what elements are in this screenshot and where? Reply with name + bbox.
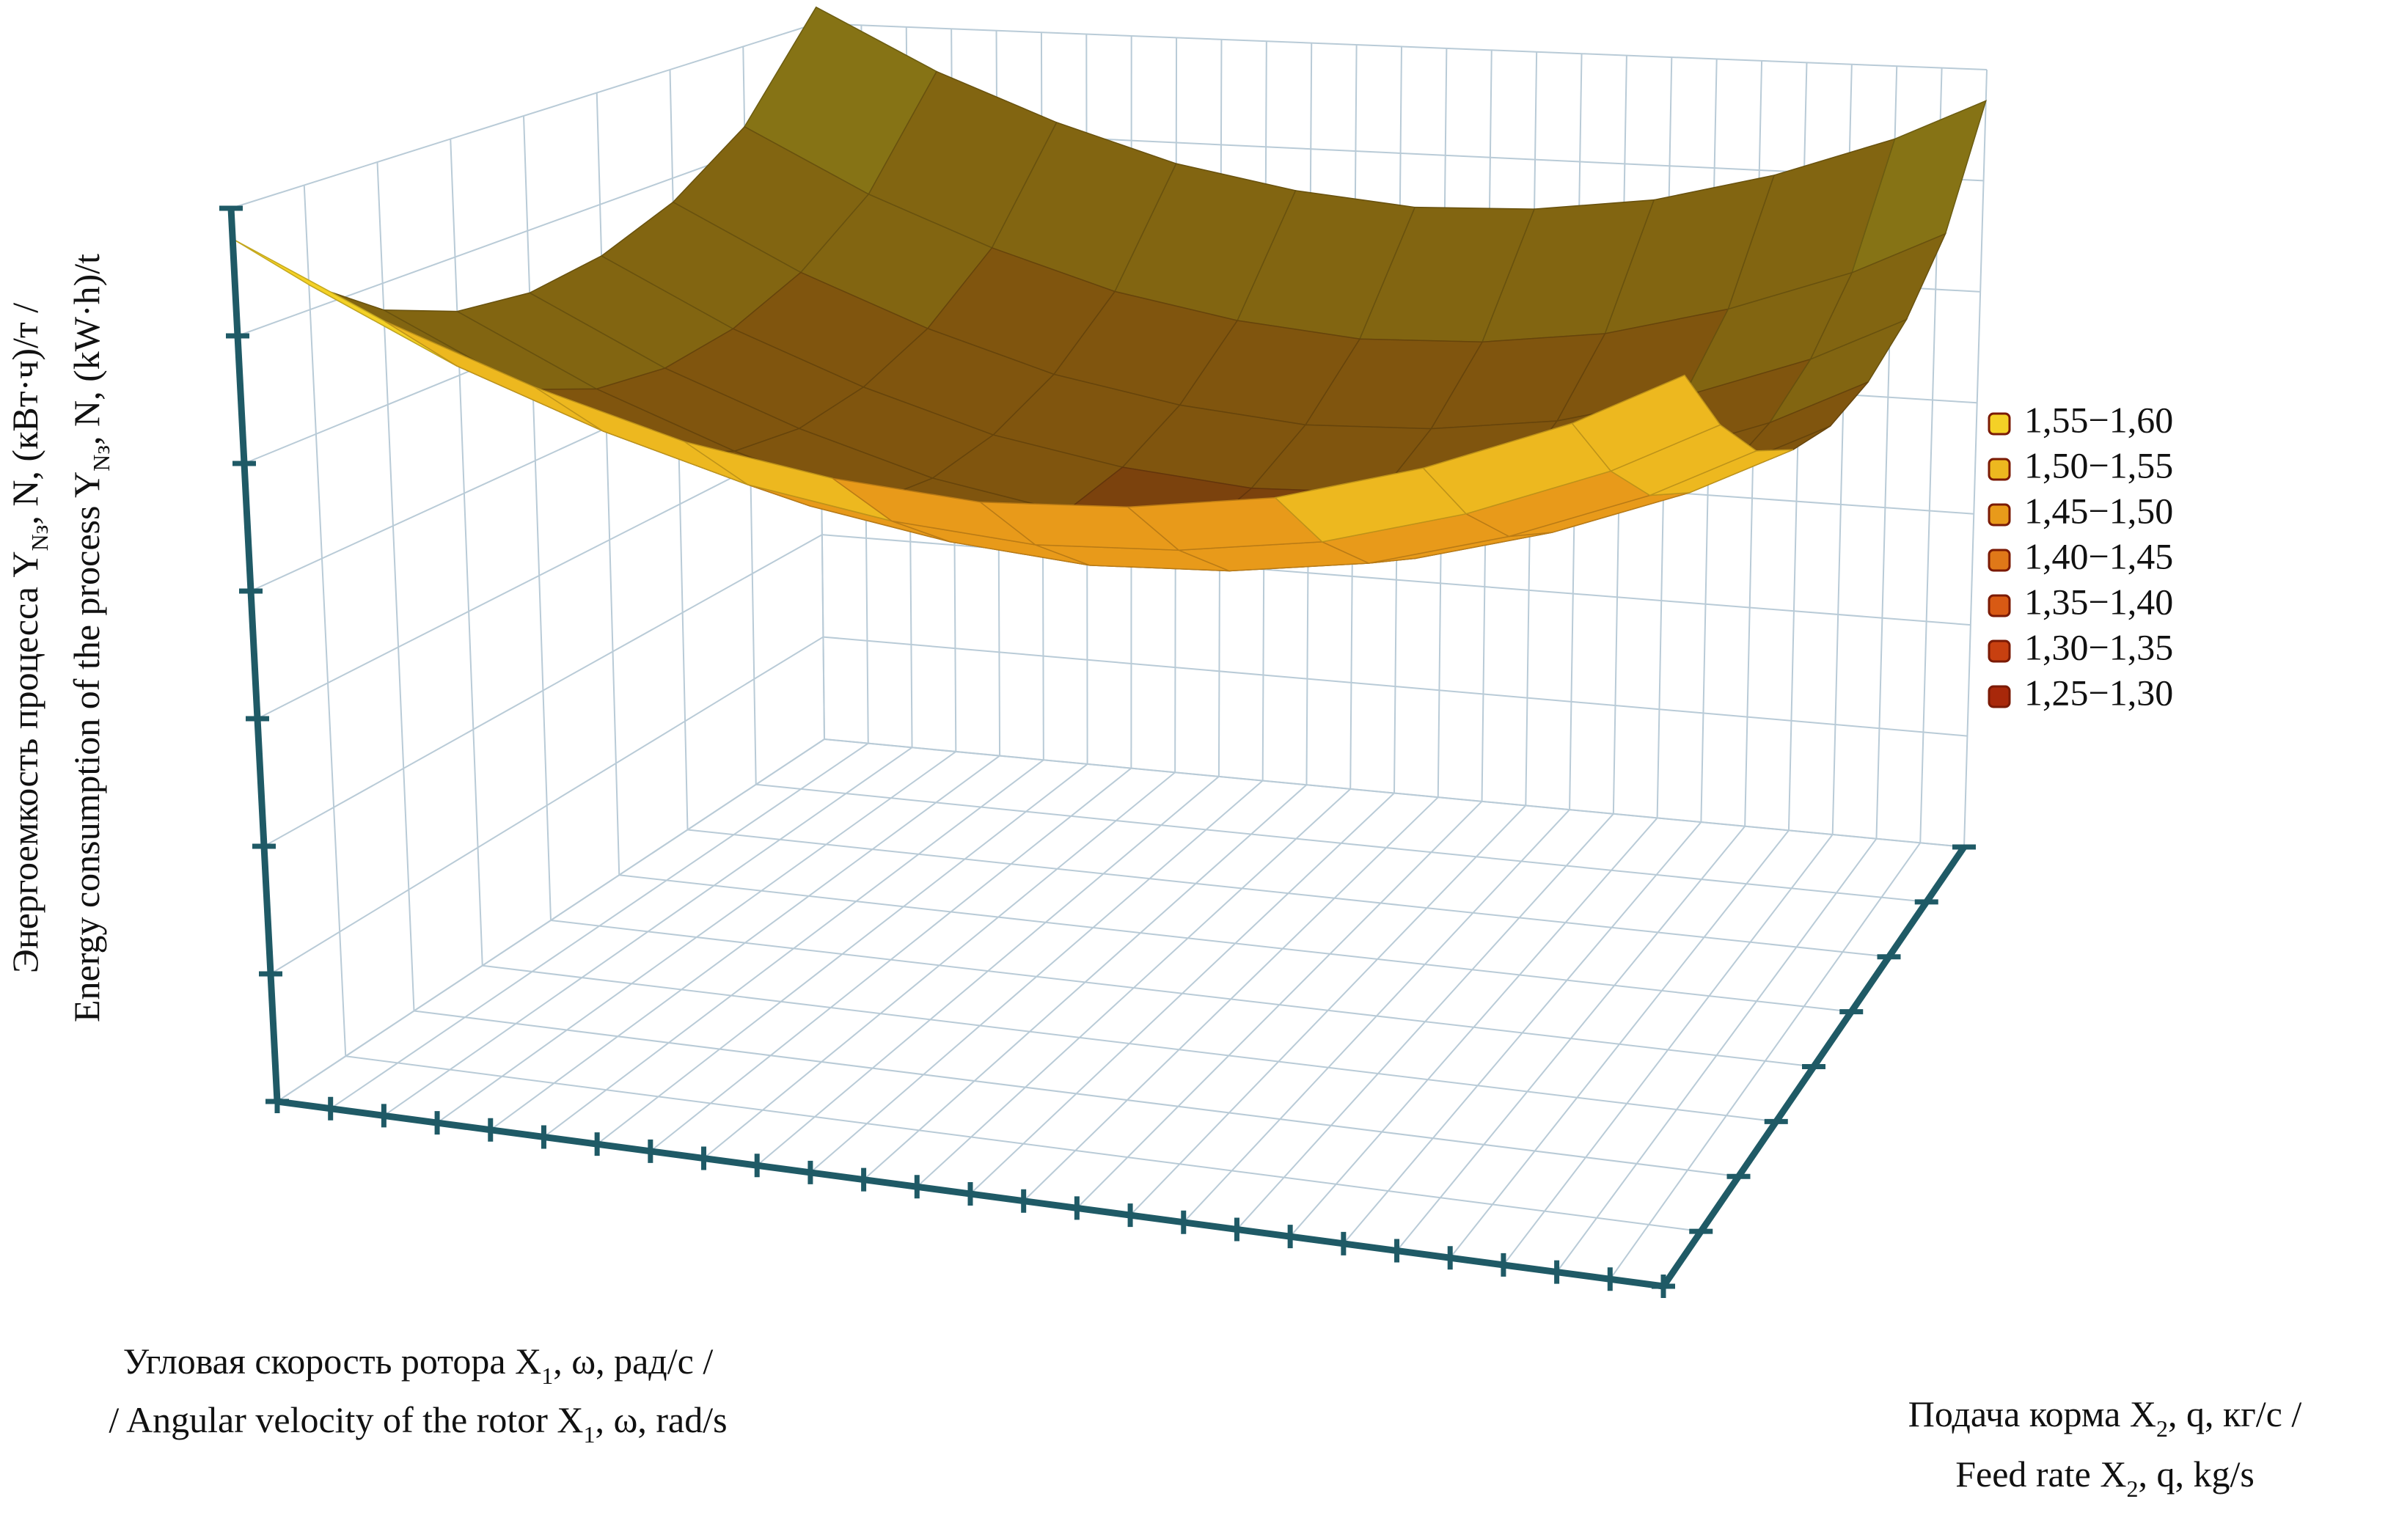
grid-line <box>482 964 1776 1123</box>
title-part: / Angular velocity of the rotor X <box>109 1399 583 1440</box>
grid-line <box>270 636 824 975</box>
legend-swatch <box>1988 594 2011 617</box>
title-part: , ω, rad/s <box>595 1399 727 1440</box>
grid-line <box>596 92 620 876</box>
grid-line <box>276 738 825 1102</box>
legend-label: 1,25−1,30 <box>2024 672 2173 713</box>
title-part: 1 <box>541 1363 553 1389</box>
title-part: Feed rate X <box>1955 1453 2126 1495</box>
y-axis-title: Feed rate X2, q, kg/s <box>1955 1453 2255 1502</box>
grid-line <box>345 1055 1702 1233</box>
legend-label: 1,50−1,55 <box>2024 444 2173 485</box>
grid-line <box>1963 69 1988 848</box>
x-axis-title: / Angular velocity of the rotor X1, ω, r… <box>109 1399 727 1448</box>
surface-cell <box>232 238 458 367</box>
legend-swatch <box>1988 458 2011 481</box>
grid-line <box>376 161 415 1011</box>
grid-line <box>450 139 483 966</box>
legend-label: 1,35−1,40 <box>2024 581 2173 622</box>
title-part: , N, (кВт·ч)/т / <box>4 303 45 525</box>
legend-swatch <box>1988 685 2011 708</box>
title-part: 1 <box>583 1421 595 1448</box>
labels: Угловая скорость ротора X1, ω, рад/с // … <box>4 254 2301 1502</box>
z-axis <box>227 208 281 1102</box>
grid-line <box>755 783 1927 903</box>
z-axis-title: Энергоемкость процесса YNз, N, (кВт·ч)/т… <box>4 303 53 973</box>
title-part: Nз <box>88 445 114 472</box>
grid-line <box>619 874 1852 1013</box>
grid-line <box>257 431 821 719</box>
legend-label: 1,30−1,35 <box>2024 626 2173 667</box>
grid-line <box>303 185 347 1057</box>
title-part: Угловая скорость ротора X <box>123 1341 541 1382</box>
legend-swatch <box>1988 412 2011 436</box>
title-part: , ω, рад/с / <box>553 1341 713 1382</box>
grid-line <box>823 636 1968 737</box>
surface-cell <box>1571 374 1721 472</box>
title-part: , N, (kW·h)/t <box>66 254 107 445</box>
legend-label: 1,40−1,45 <box>2024 535 2173 576</box>
title-part: Nз <box>26 525 53 551</box>
title-part: Подача корма X <box>1908 1393 2156 1434</box>
grid-line <box>263 534 823 847</box>
title-part: , q, kg/s <box>2138 1453 2254 1495</box>
x-axis-title: Угловая скорость ротора X1, ω, рад/с / <box>123 1341 714 1389</box>
grid-line <box>230 23 817 209</box>
grid-line <box>523 115 552 921</box>
title-part: 2 <box>2156 1415 2168 1442</box>
legend-label: 1,55−1,60 <box>2024 399 2173 440</box>
z-axis-title: Energy consumption of the process YNз, N… <box>66 254 114 1022</box>
legend-swatch <box>1988 503 2011 527</box>
grid-line <box>414 1010 1739 1178</box>
legend-swatch <box>1988 549 2011 572</box>
title-part: Energy consumption of the process Y <box>66 472 107 1022</box>
title-part: 2 <box>2126 1475 2138 1502</box>
axes <box>219 205 1976 1298</box>
grid-line <box>687 829 1889 958</box>
legend-swatch <box>1988 639 2011 663</box>
title-part: Энергоемкость процесса Y <box>4 551 45 973</box>
title-part: , q, кг/с / <box>2168 1393 2301 1434</box>
legend-label: 1,45−1,50 <box>2024 490 2173 531</box>
grid-line <box>824 738 1965 848</box>
surface <box>232 6 1987 572</box>
grid-line <box>550 920 1814 1068</box>
y-axis-title: Подача корма X2, q, кг/с / <box>1908 1393 2302 1442</box>
grid-line <box>816 23 1988 70</box>
